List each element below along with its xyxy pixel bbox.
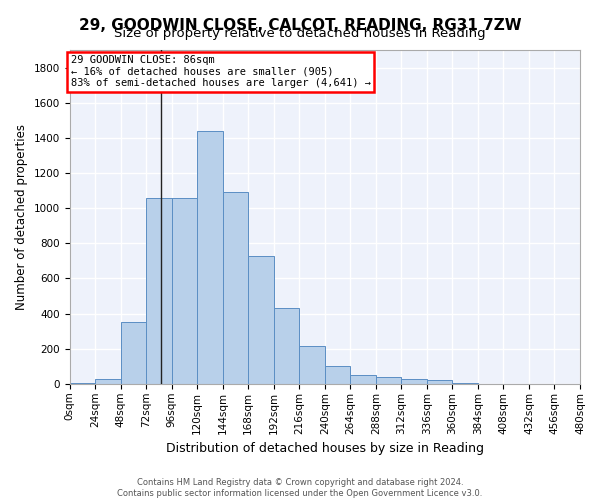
Text: Contains HM Land Registry data © Crown copyright and database right 2024.
Contai: Contains HM Land Registry data © Crown c… [118, 478, 482, 498]
Bar [427, 380, 452, 384]
Bar [376, 377, 401, 384]
Bar [121, 322, 146, 384]
Bar [401, 378, 427, 384]
Text: 29, GOODWIN CLOSE, CALCOT, READING, RG31 7ZW: 29, GOODWIN CLOSE, CALCOT, READING, RG31… [79, 18, 521, 32]
Bar [95, 378, 121, 384]
Bar [248, 256, 274, 384]
Bar [299, 346, 325, 384]
Text: 29 GOODWIN CLOSE: 86sqm
← 16% of detached houses are smaller (905)
83% of semi-d: 29 GOODWIN CLOSE: 86sqm ← 16% of detache… [71, 56, 371, 88]
X-axis label: Distribution of detached houses by size in Reading: Distribution of detached houses by size … [166, 442, 484, 455]
Bar [325, 366, 350, 384]
Text: Size of property relative to detached houses in Reading: Size of property relative to detached ho… [114, 28, 486, 40]
Bar [172, 198, 197, 384]
Bar [223, 192, 248, 384]
Bar [274, 308, 299, 384]
Bar [70, 383, 95, 384]
Bar [197, 131, 223, 384]
Y-axis label: Number of detached properties: Number of detached properties [15, 124, 28, 310]
Bar [146, 198, 172, 384]
Bar [452, 383, 478, 384]
Bar [350, 375, 376, 384]
